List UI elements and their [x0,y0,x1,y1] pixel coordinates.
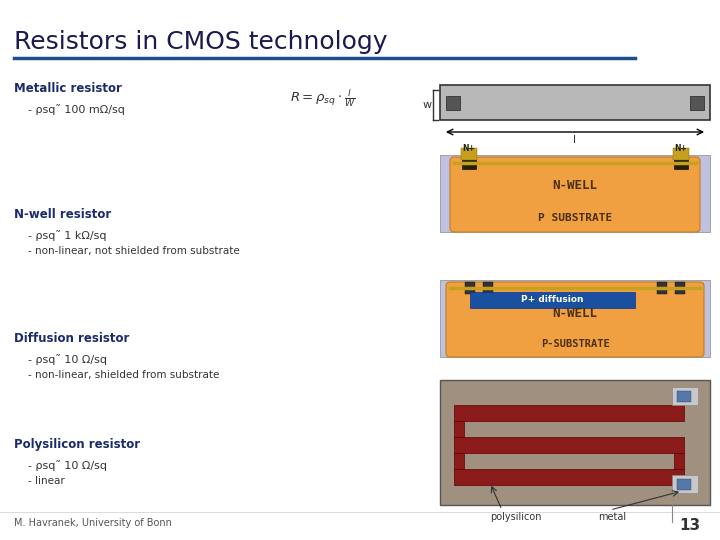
Text: - non-linear, shielded from substrate: - non-linear, shielded from substrate [28,370,220,380]
Text: N-well resistor: N-well resistor [14,208,112,221]
Bar [465,282,475,294]
Bar [462,155,476,169]
Text: N-WELL: N-WELL [552,179,598,192]
Text: P+ diffusion: P+ diffusion [521,295,584,305]
Text: Diffusion resistor: Diffusion resistor [14,332,130,345]
Text: Metallic resistor: Metallic resistor [14,82,122,95]
Bar [440,85,710,120]
FancyBboxPatch shape [450,157,700,232]
Bar [674,155,688,169]
Text: - linear: - linear [28,476,65,486]
Text: P SUBSTRATE: P SUBSTRATE [538,213,612,223]
Text: l: l [573,135,577,145]
Bar [470,292,635,308]
Bar [454,437,684,453]
Bar [446,96,460,110]
Bar [454,469,684,485]
Bar [672,387,698,405]
Bar [440,155,710,232]
Text: 13: 13 [679,518,700,533]
Text: - ρsq˜ 10 Ω/sq: - ρsq˜ 10 Ω/sq [28,354,107,365]
Text: N-WELL: N-WELL [552,307,598,320]
Bar [690,96,704,110]
Bar [454,405,684,421]
Text: metal: metal [598,512,626,522]
Text: - ρsq˜ 10 Ω/sq: - ρsq˜ 10 Ω/sq [28,460,107,471]
Bar [675,282,685,294]
Text: Polysilicon resistor: Polysilicon resistor [14,438,140,451]
Text: - ρsq˜ 1 kΩ/sq: - ρsq˜ 1 kΩ/sq [28,230,107,241]
Text: $R = \rho_{sq} \cdot \frac{l}{W}$: $R = \rho_{sq} \cdot \frac{l}{W}$ [290,88,356,110]
Text: - ρsq˜ 100 mΩ/sq: - ρsq˜ 100 mΩ/sq [28,104,125,115]
Text: Resistors in CMOS technology: Resistors in CMOS technology [14,30,387,54]
Bar [674,453,684,469]
Bar [483,282,493,294]
Bar [454,453,464,469]
Bar [440,280,710,357]
Bar [657,282,667,294]
Text: w: w [423,100,432,110]
Text: polysilicon: polysilicon [490,512,541,522]
Bar [677,391,691,402]
FancyBboxPatch shape [446,282,704,357]
Bar [673,148,689,160]
Bar [454,421,464,437]
Bar [440,380,710,505]
Text: N+: N+ [463,144,475,153]
Text: M. Havranek, University of Bonn: M. Havranek, University of Bonn [14,518,172,528]
Text: N+: N+ [675,144,688,153]
Text: P-SUBSTRATE: P-SUBSTRATE [541,339,609,349]
Text: - non-linear, not shielded from substrate: - non-linear, not shielded from substrat… [28,246,240,256]
Bar [677,479,691,490]
Bar [461,148,477,160]
Bar [672,475,698,493]
